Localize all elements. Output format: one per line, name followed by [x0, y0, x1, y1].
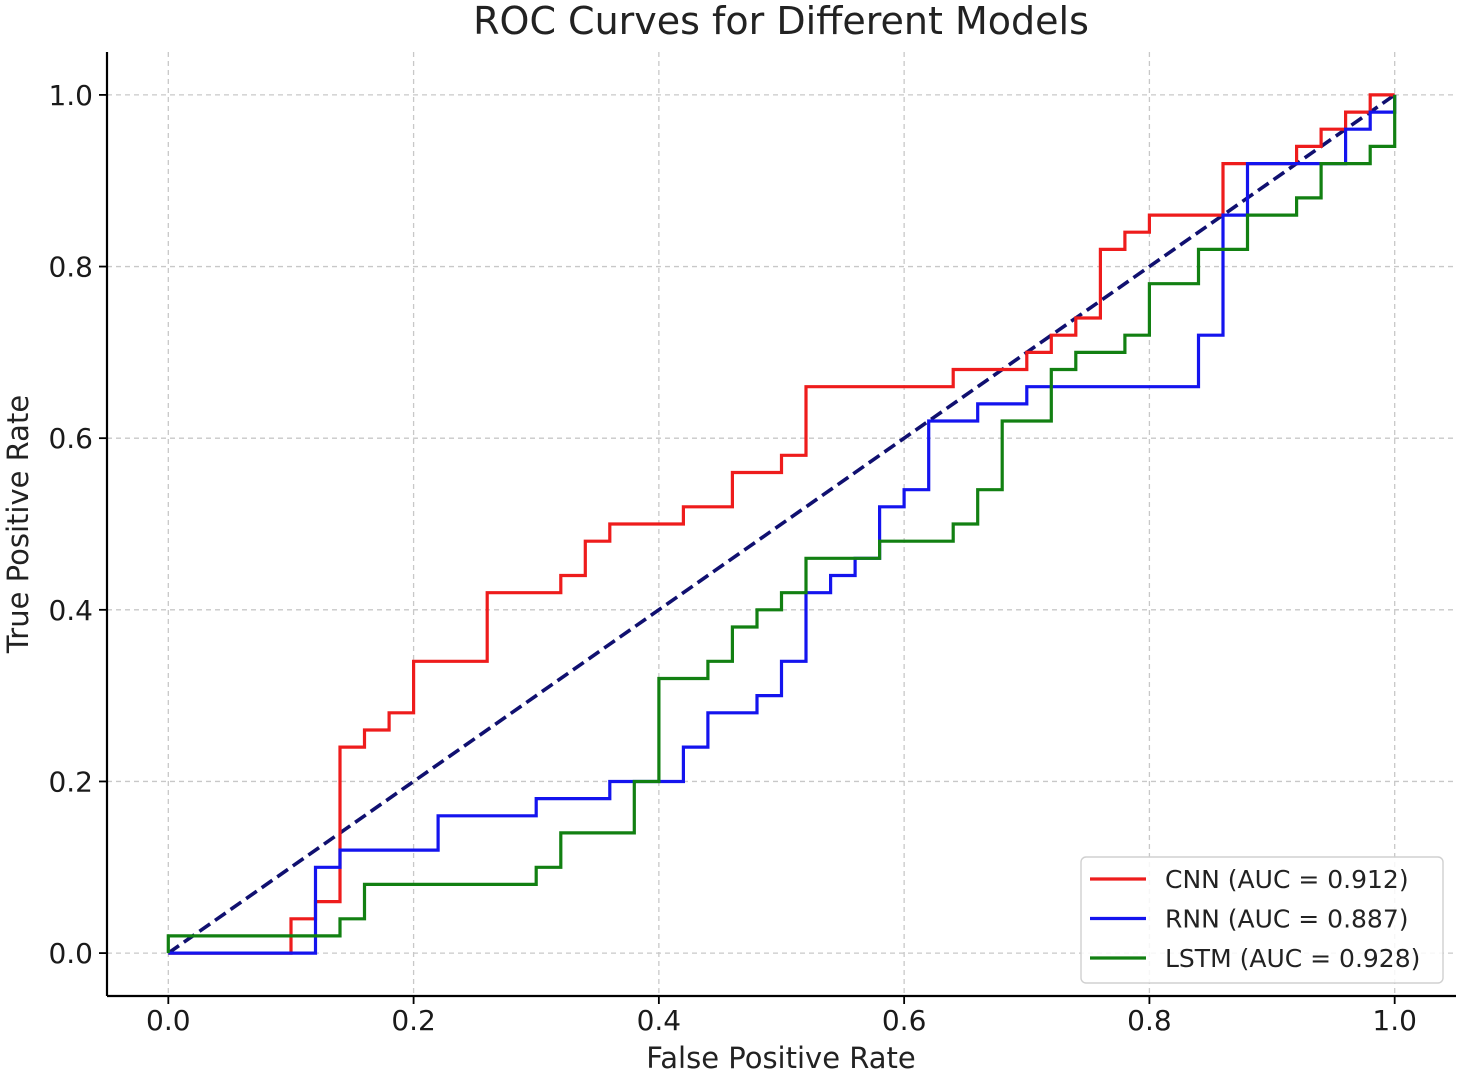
y-tick-label: 0.0 [48, 937, 93, 970]
x-tick-label: 0.8 [1127, 1004, 1172, 1037]
legend-label: LSTM (AUC = 0.928) [1165, 944, 1420, 973]
legend-frame [1080, 856, 1444, 984]
x-tick-label: 0.4 [637, 1004, 682, 1037]
x-tick-label: 0.6 [882, 1004, 927, 1037]
series-line-rnn [168, 94, 1397, 955]
chart-title: ROC Curves for Different Models [473, 0, 1089, 43]
x-tick-label: 1.0 [1372, 1004, 1417, 1037]
y-tick-label: 0.6 [48, 422, 93, 455]
legend: CNN (AUC = 0.912) RNN (AUC = 0.887) LSTM (… [1080, 856, 1444, 984]
y-axis-ticks: 0.0 0.2 0.4 0.6 0.8 1.0 [48, 79, 107, 970]
y-tick-label: 1.0 [48, 79, 93, 112]
x-tick-label: 0.0 [146, 1004, 191, 1037]
x-axis-label: False Positive Rate [646, 1041, 916, 1075]
series-line-lstm [166, 94, 1397, 954]
x-tick-label: 0.2 [391, 1004, 436, 1037]
random-diagonal-line [167, 93, 1396, 955]
y-tick-label: 0.8 [48, 251, 93, 284]
x-axis-ticks: 0.0 0.2 0.4 0.6 0.8 1.0 [146, 996, 1417, 1037]
y-tick-label: 0.2 [48, 765, 93, 798]
y-tick-label: 0.4 [48, 594, 93, 627]
y-axis-label: True Positive Rate [1, 395, 35, 654]
plot-area [166, 93, 1397, 955]
legend-label: CNN (AUC = 0.912) [1165, 865, 1409, 894]
legend-label: RNN (AUC = 0.887) [1165, 905, 1409, 934]
series-line-cnn [168, 93, 1395, 955]
